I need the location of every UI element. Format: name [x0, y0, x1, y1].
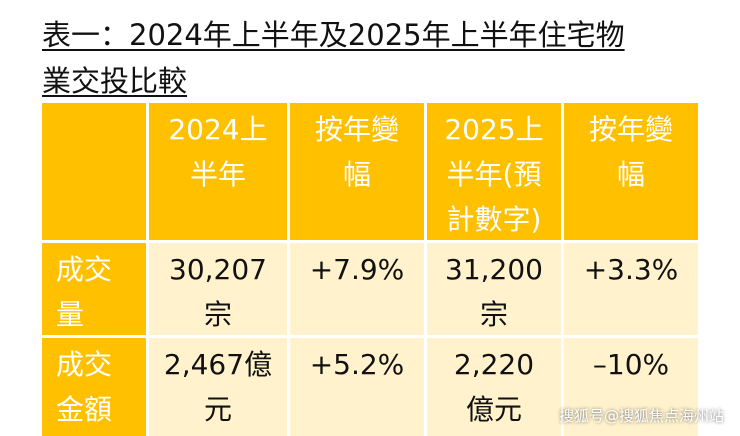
- cell-text: 量: [56, 298, 85, 331]
- data-cell: 2,220 億元: [427, 338, 561, 436]
- data-cell: +7.9%: [290, 243, 424, 335]
- cell-text: 金額: [56, 393, 113, 426]
- cell-text: 2,467億: [163, 348, 273, 381]
- header-cell: 按年變幅: [290, 103, 424, 240]
- watermark: 搜狐号@搜狐焦点海州站: [558, 407, 724, 425]
- cell-text: +7.9%: [309, 253, 405, 286]
- title: 業交投比較: [42, 64, 188, 98]
- cell-text: 按年變: [588, 113, 673, 146]
- cell-text: 2024上: [168, 113, 268, 146]
- data-cell: 30,207 宗: [149, 243, 287, 335]
- row-label: 成交 金額: [42, 338, 146, 436]
- cell-text: 半年: [189, 158, 246, 191]
- cell-text: 宗: [203, 298, 232, 331]
- data-cell: 31,200 宗: [427, 243, 561, 335]
- cell-text: +3.3%: [583, 253, 679, 286]
- header-cell: 按年變幅: [564, 103, 698, 240]
- cell-text: 31,200: [445, 253, 543, 286]
- cell-text: –10%: [592, 348, 670, 381]
- cell-text: 元: [203, 393, 232, 426]
- cell-text: 按年變: [314, 113, 399, 146]
- data-cell: 2,467億元: [149, 338, 287, 436]
- cell-text: 2,220: [453, 348, 535, 381]
- cell-text: 半年(預: [446, 158, 542, 191]
- cell-text: 30,207: [169, 253, 267, 286]
- data-cell: +5.2%: [290, 338, 424, 436]
- cell-text: 幅: [342, 158, 371, 191]
- cell-text: 幅: [616, 158, 645, 191]
- header-cell: 2025上半年(預計數字): [427, 103, 561, 240]
- row-label: 成交量: [42, 243, 146, 335]
- cell-text: 成交: [56, 253, 113, 286]
- cell-text: 億元: [465, 393, 522, 426]
- header-cell: [42, 103, 146, 240]
- cell-text: 成交: [56, 348, 113, 381]
- cell-text: +5.2%: [309, 348, 405, 381]
- cell-text: 2025上: [444, 113, 544, 146]
- data-cell: –10%: [564, 338, 698, 436]
- cell-text: 計數字): [446, 203, 542, 236]
- title: 表一：2024年上半年及2025年上半年住宅物: [42, 18, 625, 52]
- header-cell: 2024上半年: [149, 103, 287, 240]
- data-cell: +3.3%: [564, 243, 698, 335]
- cell-text: 宗: [479, 298, 508, 331]
